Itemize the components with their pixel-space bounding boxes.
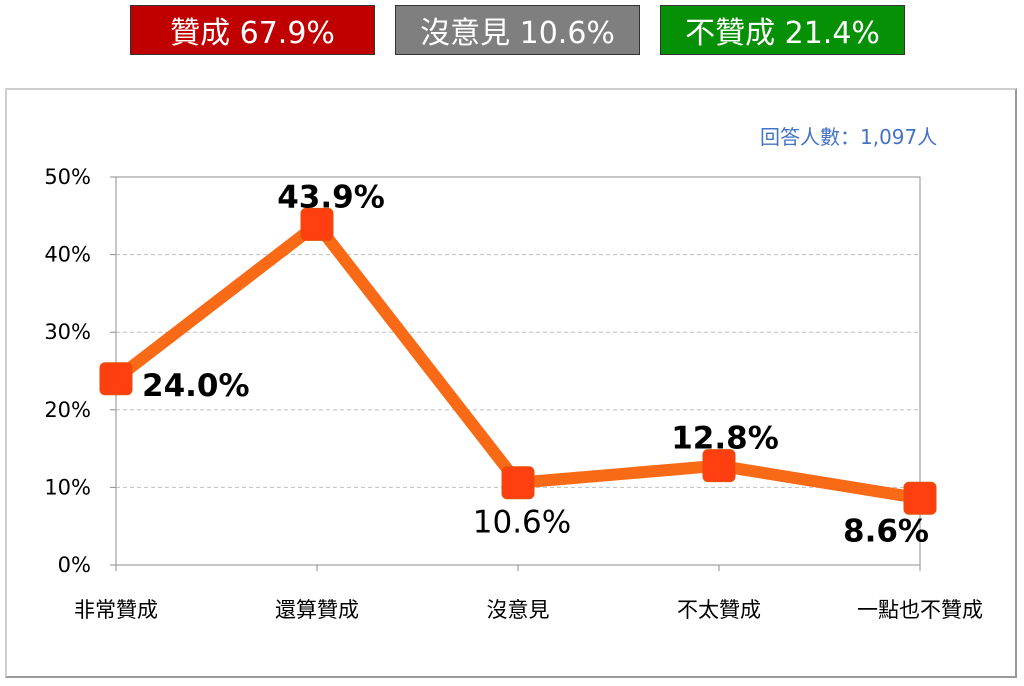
data-point-marker: [903, 481, 937, 515]
disagree-summary-badge: 不贊成 21.4%: [660, 5, 905, 55]
x-category-label: 還算贊成: [275, 598, 359, 622]
data-label: 8.6%: [843, 513, 929, 549]
data-label: 24.0%: [142, 368, 250, 404]
agree-summary-badge: 贊成 67.9%: [130, 5, 375, 55]
y-tick-label: 50%: [44, 165, 91, 189]
data-point-marker: [300, 207, 334, 241]
x-category-label: 不太贊成: [677, 598, 761, 622]
neutral-summary-badge: 沒意見 10.6%: [395, 5, 640, 55]
plot-area: [115, 176, 921, 566]
data-point-marker: [99, 362, 133, 396]
x-category-label: 一點也不贊成: [857, 598, 983, 622]
data-label: 43.9%: [277, 179, 385, 215]
data-label: 10.6%: [473, 505, 571, 541]
data-point-marker: [501, 466, 535, 500]
y-tick-label: 10%: [44, 475, 91, 499]
data-label: 12.8%: [671, 421, 779, 457]
x-category-label: 沒意見: [487, 598, 550, 622]
y-tick-label: 40%: [44, 243, 91, 267]
respondent-count: 回答人數：1,097人: [760, 125, 938, 149]
y-tick-label: 20%: [44, 398, 91, 422]
x-category-label: 非常贊成: [74, 598, 158, 622]
data-point-marker: [702, 449, 736, 483]
y-tick-label: 30%: [44, 320, 91, 344]
y-tick-label: 0%: [58, 553, 91, 577]
